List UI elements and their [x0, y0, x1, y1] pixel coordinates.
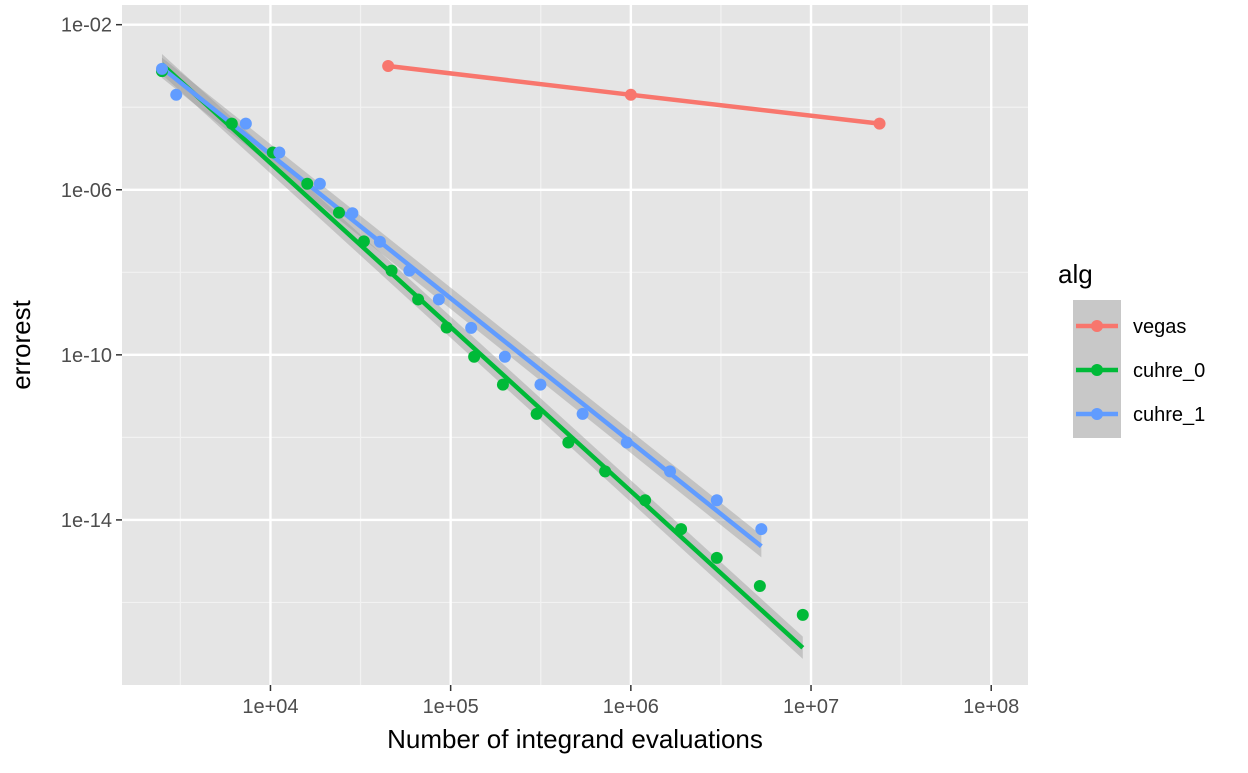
- x-axis-title: Number of integrand evaluations: [387, 724, 763, 754]
- data-point-cuhre-0: [639, 494, 652, 507]
- x-tick-label: 1e+04: [242, 696, 298, 718]
- data-point-cuhre-0: [599, 465, 612, 478]
- data-point-cuhre-1: [155, 62, 168, 75]
- data-point-cuhre-0: [385, 264, 398, 277]
- legend-title: alg: [1058, 259, 1093, 289]
- data-point-cuhre-0: [796, 608, 809, 621]
- y-tick-label: 1e-02: [61, 15, 112, 37]
- data-point-cuhre-1: [664, 465, 677, 478]
- data-point-cuhre-0: [357, 235, 370, 248]
- minor-gridlines: [122, 5, 1028, 685]
- fit-line-cuhre-1: [160, 66, 763, 549]
- y-axis: 1e-02 1e-06 1e-10 1e-14: [61, 15, 122, 532]
- data-point-cuhre-1: [498, 350, 511, 363]
- data-point-vegas: [624, 88, 637, 101]
- major-gridlines: [122, 5, 1028, 685]
- data-point-cuhre-0: [753, 580, 766, 593]
- legend-label-vegas: vegas: [1133, 316, 1186, 338]
- x-tick-label: 1e+07: [783, 696, 839, 718]
- data-point-cuhre-1: [346, 207, 359, 220]
- y-tick-label: 1e-10: [61, 345, 112, 367]
- data-point-cuhre-1: [710, 494, 723, 507]
- data-point-cuhre-1: [432, 293, 445, 306]
- data-point-cuhre-1: [373, 235, 386, 248]
- data-point-cuhre-1: [465, 321, 478, 334]
- data-point-cuhre-1: [576, 407, 589, 420]
- legend-label-cuhre-0: cuhre_0: [1133, 360, 1205, 382]
- data-point-vegas: [382, 59, 395, 72]
- data-point-cuhre-1: [313, 177, 326, 190]
- data-point-cuhre-0: [710, 551, 723, 564]
- legend-label-cuhre-1: cuhre_1: [1133, 404, 1205, 426]
- data-points: [155, 59, 886, 621]
- data-point-cuhre-0: [562, 436, 575, 449]
- x-axis: 1e+04 1e+05 1e+06 1e+07 1e+08: [242, 685, 1019, 718]
- data-point-cuhre-0: [440, 321, 453, 334]
- x-tick-label: 1e+05: [423, 696, 479, 718]
- data-point-cuhre-1: [534, 378, 547, 391]
- data-point-cuhre-0: [332, 206, 345, 219]
- legend-key-point-vegas: [1091, 320, 1103, 332]
- data-point-cuhre-1: [273, 146, 286, 159]
- data-point-cuhre-0: [675, 523, 688, 536]
- data-point-cuhre-1: [170, 88, 183, 101]
- fit-line-cuhre-0: [160, 62, 805, 650]
- legend: alg vegas cuhre_0 cuhre_1: [1058, 259, 1205, 438]
- data-point-vegas: [873, 117, 886, 130]
- data-point-cuhre-0: [412, 293, 425, 306]
- data-point-cuhre-1: [239, 117, 252, 130]
- legend-key-point-cuhre-0: [1091, 364, 1103, 376]
- data-point-cuhre-0: [530, 407, 543, 420]
- y-axis-title: errorest: [6, 299, 36, 389]
- y-tick-label: 1e-06: [61, 180, 112, 202]
- data-point-cuhre-0: [468, 350, 481, 363]
- x-tick-label: 1e+06: [603, 696, 659, 718]
- data-point-cuhre-0: [225, 117, 238, 130]
- legend-key-point-cuhre-1: [1091, 408, 1103, 420]
- data-point-cuhre-0: [301, 177, 314, 190]
- y-tick-label: 1e-14: [61, 510, 112, 532]
- data-point-cuhre-1: [620, 436, 633, 449]
- data-point-cuhre-1: [755, 523, 768, 536]
- data-point-cuhre-0: [496, 378, 509, 391]
- x-tick-label: 1e+08: [963, 696, 1019, 718]
- data-point-cuhre-1: [403, 264, 416, 277]
- legend-items: vegas cuhre_0 cuhre_1: [1076, 316, 1205, 426]
